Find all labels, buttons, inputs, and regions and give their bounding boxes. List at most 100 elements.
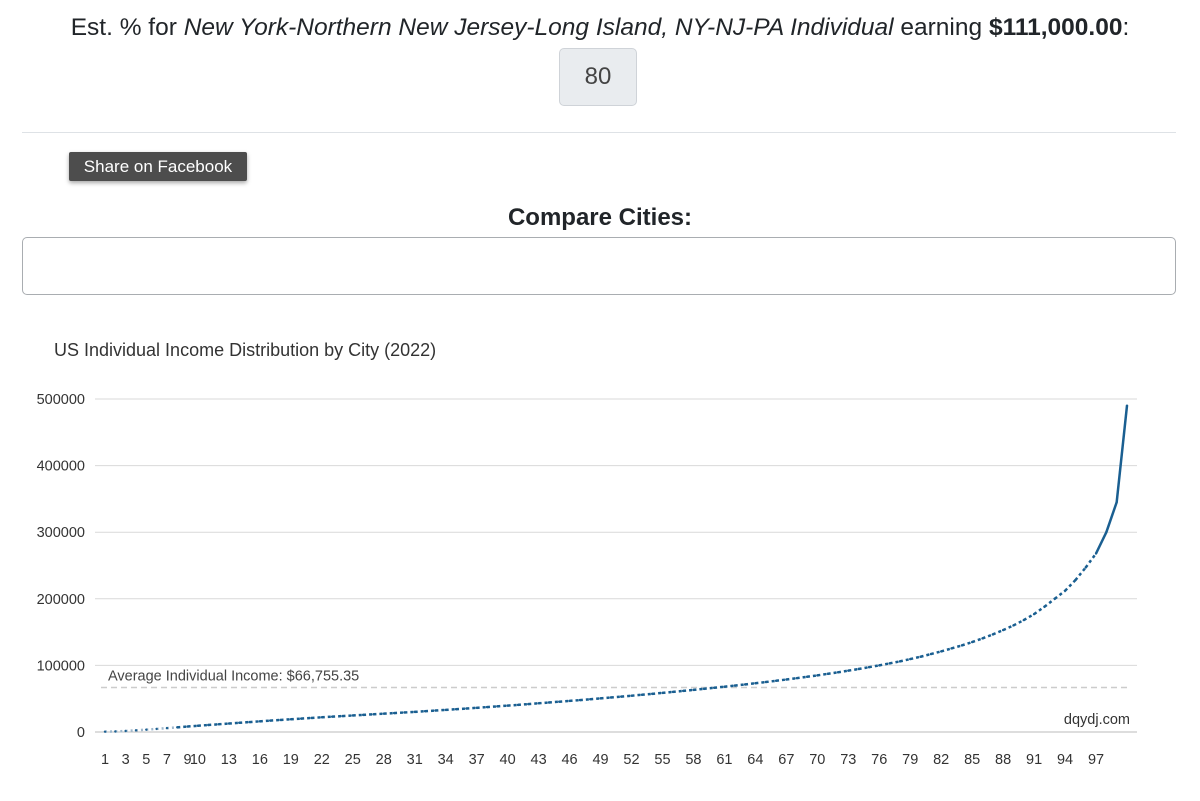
series-point (392, 711, 396, 715)
series-point (774, 679, 778, 682)
series-line-segment (424, 709, 436, 713)
x-tick-label: 10 (190, 752, 206, 768)
series-line-segment (290, 717, 302, 721)
series-line-segment (166, 726, 178, 730)
series-line-segment (146, 727, 157, 731)
series-line-segment (641, 692, 653, 697)
series-point (857, 667, 860, 671)
x-tick-label: 67 (778, 752, 794, 768)
series-point (423, 710, 427, 713)
x-tick-label: 55 (654, 752, 670, 768)
series-point (1074, 578, 1077, 582)
series-point (826, 672, 829, 676)
series-point (1094, 552, 1098, 555)
series-point (909, 657, 912, 661)
series-line-segment (662, 690, 673, 695)
series-point (403, 711, 406, 714)
series-point (506, 704, 509, 707)
series-point (1032, 612, 1036, 616)
series-line-segment (497, 704, 508, 708)
series-point (733, 684, 736, 687)
x-tick-label: 13 (221, 752, 237, 768)
series-line-segment (858, 665, 870, 671)
series-point (475, 706, 478, 710)
x-tick-label: 70 (809, 752, 825, 768)
series-line-segment (703, 686, 715, 691)
series-point (310, 716, 313, 720)
series-line-segment (672, 689, 684, 694)
series-line-segment (1094, 531, 1108, 555)
series-line-segment (435, 708, 446, 712)
series-point (134, 729, 138, 732)
series-point (888, 662, 891, 665)
x-tick-label: 97 (1088, 752, 1104, 768)
share-on-facebook-button[interactable]: Share on Facebook (69, 152, 247, 181)
series-point (764, 680, 767, 684)
income-distribution-chart: US Individual Income Distribution by Cit… (0, 330, 1200, 801)
series-point (929, 652, 933, 656)
series-point (671, 690, 674, 694)
series-line-segment (1053, 589, 1066, 600)
series-line-segment (239, 720, 250, 725)
series-point (795, 676, 798, 680)
series-line-segment (280, 718, 291, 722)
series-line-segment (713, 685, 725, 690)
series-point (1115, 501, 1118, 504)
compare-cities-title: Compare Cities: (507, 204, 693, 231)
series-line-segment (1064, 579, 1077, 592)
series-line-segment (971, 637, 983, 644)
series-point (330, 715, 334, 718)
series-point (279, 718, 282, 722)
series-line-segment (1023, 613, 1035, 622)
series-point (754, 682, 757, 685)
series-point (650, 692, 654, 696)
series-point (268, 719, 272, 722)
series-line-segment (652, 691, 663, 696)
series-line-segment (889, 660, 901, 665)
series-line-segment (528, 702, 539, 706)
y-tick-label: 300000 (37, 525, 85, 541)
x-tick-label: 58 (685, 752, 701, 768)
series-line-segment (135, 728, 147, 732)
x-tick-label: 79 (902, 752, 918, 768)
x-tick-label: 43 (531, 752, 547, 768)
headline: Est. % for New York-Northern New Jersey-… (0, 14, 1200, 42)
x-tick-label: 46 (561, 752, 577, 768)
chart-svg: US Individual Income Distribution by Cit… (37, 340, 1137, 768)
series-point (898, 660, 902, 663)
series-point (382, 712, 385, 715)
compare-cities-input[interactable] (22, 237, 1176, 295)
headline-suffix: : (1122, 14, 1130, 41)
series-line-segment (961, 640, 973, 647)
series-line-segment (734, 683, 746, 687)
series-line-segment (1115, 405, 1129, 503)
chart-credit: dqydj.com (1064, 712, 1130, 728)
series-line-segment (321, 715, 333, 719)
series-point (372, 713, 375, 716)
series-point (258, 720, 262, 723)
series-line-segment (259, 719, 271, 723)
series-line-segment (197, 723, 209, 727)
x-tick-label: 9 (184, 752, 192, 768)
series-line-segment (301, 716, 312, 720)
x-tick-label: 1 (101, 752, 109, 768)
series-point (248, 720, 251, 724)
series-point (299, 717, 303, 720)
series-line-segment (270, 718, 281, 722)
series-point (661, 691, 664, 695)
series-line-segment (610, 695, 622, 699)
series-line-segment (621, 694, 632, 698)
x-tick-label: 94 (1057, 752, 1073, 768)
series-point (960, 644, 964, 647)
series-point (320, 716, 323, 719)
series-point (165, 726, 169, 730)
series-point (558, 700, 561, 703)
series-point (588, 698, 592, 701)
series-point (186, 725, 189, 728)
series-line-segment (775, 678, 787, 683)
series-point (950, 647, 953, 650)
series-line-segment (476, 705, 488, 710)
series-line-segment (682, 688, 694, 693)
series-point (847, 669, 850, 672)
x-tick-label: 31 (407, 752, 423, 768)
